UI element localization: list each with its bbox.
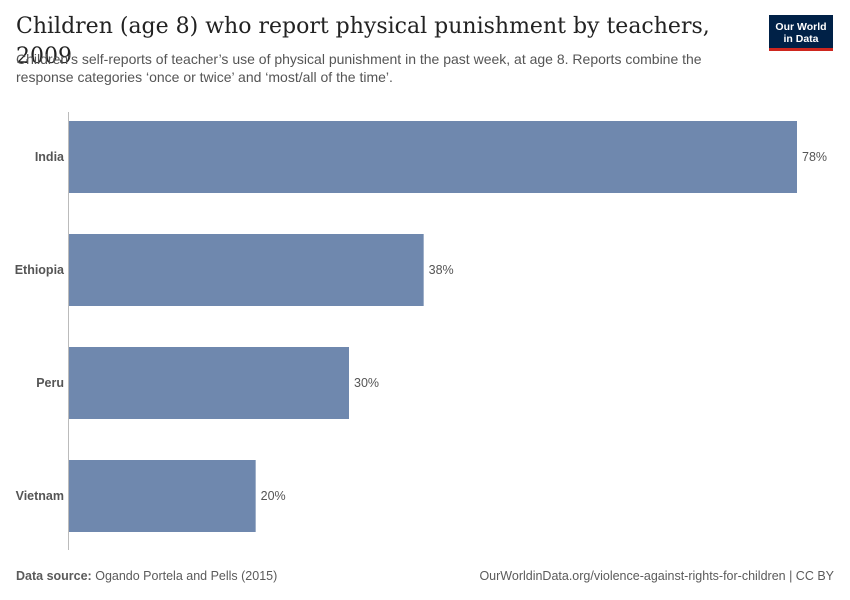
bar-ethiopia[interactable] (69, 234, 424, 306)
data-source: Data source: Ogando Portela and Pells (2… (16, 569, 277, 583)
category-label-ethiopia: Ethiopia (15, 263, 65, 277)
category-label-india: India (35, 150, 65, 164)
chart-title: Children (age 8) who report physical pun… (16, 14, 710, 69)
bar-vietnam[interactable] (69, 460, 256, 532)
category-label-peru: Peru (36, 376, 64, 390)
value-label-india: 78% (802, 150, 827, 164)
value-label-ethiopia: 38% (429, 263, 454, 277)
data-source-text: Ogando Portela and Pells (2015) (95, 569, 278, 583)
logo-line-1: Our World (775, 21, 827, 33)
value-label-peru: 30% (354, 376, 379, 390)
bar-chart: India 78% Ethiopia 38% Peru 30% Vietnam 20% (15, 112, 827, 550)
bars-group: India 78% Ethiopia 38% Peru 30% Vietnam 20% (15, 121, 827, 532)
logo-line-2: in Data (783, 33, 819, 45)
data-source-label: Data source: (16, 569, 92, 583)
owid-logo[interactable]: Our World in Data (769, 15, 833, 51)
chart-subtitle: Children’s self-reports of teacher’s use… (16, 51, 702, 85)
source-url[interactable]: OurWorldinData.org/violence-against-righ… (479, 569, 834, 583)
bar-india[interactable] (69, 121, 797, 193)
bar-peru[interactable] (69, 347, 349, 419)
category-label-vietnam: Vietnam (16, 489, 64, 503)
value-label-vietnam: 20% (261, 489, 286, 503)
